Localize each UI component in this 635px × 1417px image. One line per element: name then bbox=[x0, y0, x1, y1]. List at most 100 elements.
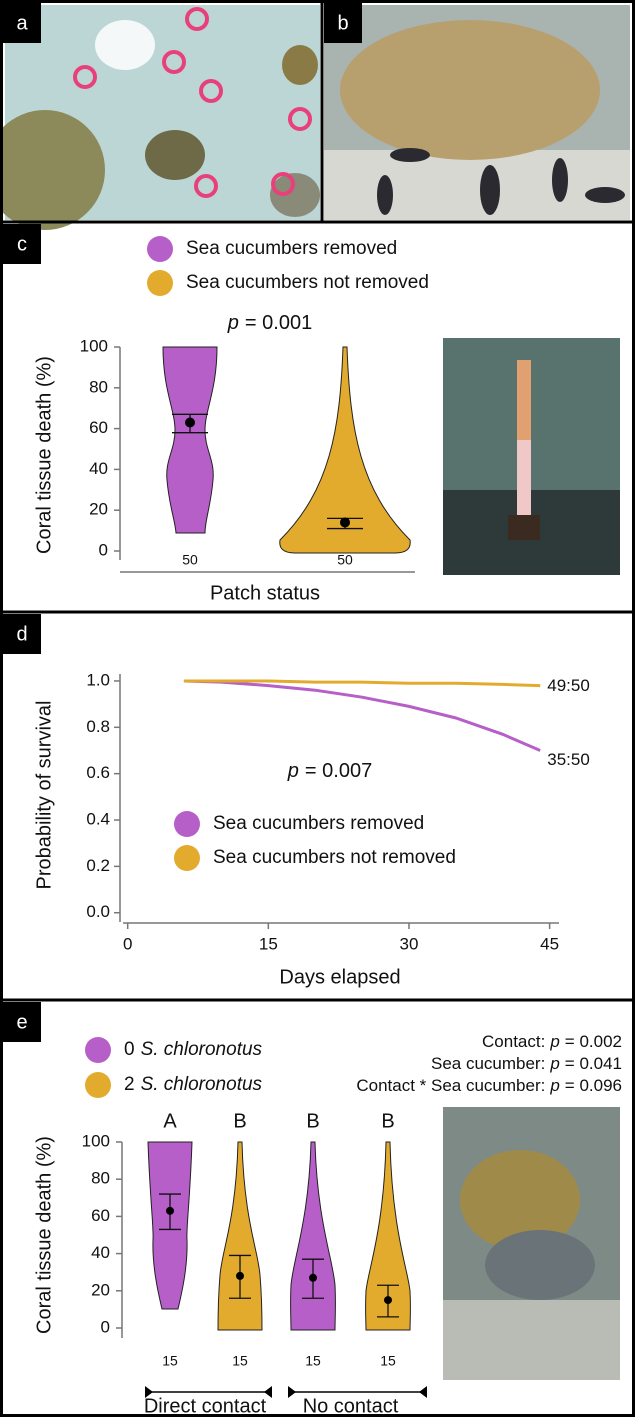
group-letter: B bbox=[233, 1110, 246, 1132]
p-symbol: p bbox=[227, 312, 239, 334]
legend-swatch bbox=[147, 270, 173, 296]
survival-line bbox=[183, 679, 541, 752]
legend-name-italic: S. chloronotus bbox=[141, 1074, 263, 1095]
p-symbol: p bbox=[287, 760, 299, 782]
legend-label: 2 S. chloronotus bbox=[124, 1074, 263, 1095]
photo-b bbox=[324, 5, 630, 220]
stat-p: p bbox=[549, 1032, 559, 1051]
x-axis-label: Patch status bbox=[210, 582, 320, 604]
stat-line: Contact: p = 0.002 bbox=[482, 1032, 622, 1051]
panel-label: b bbox=[337, 12, 348, 34]
legend-label: Sea cucumbers removed bbox=[213, 813, 424, 834]
stat-line: Contact * Sea cucumber: p = 0.096 bbox=[356, 1076, 622, 1095]
y-tick-label: 20 bbox=[89, 500, 108, 519]
group-letter: B bbox=[381, 1110, 394, 1132]
y-tick-label: 40 bbox=[89, 459, 108, 478]
y-tick-label: 100 bbox=[82, 1131, 110, 1150]
y-tick-label: 60 bbox=[89, 418, 108, 437]
y-axis-label: Coral tissue death (%) bbox=[33, 1136, 55, 1334]
stat-value: = 0.096 bbox=[565, 1076, 622, 1095]
panel-label: c bbox=[17, 233, 27, 255]
y-tick-label: 20 bbox=[91, 1280, 110, 1299]
legend-name: 0 bbox=[124, 1039, 135, 1060]
panel-label: e bbox=[16, 1011, 27, 1033]
y-tick-label: 0.0 bbox=[86, 902, 110, 921]
n-label: 50 bbox=[182, 552, 198, 568]
mean-dot bbox=[166, 1206, 174, 1215]
stat-p: p bbox=[549, 1054, 559, 1073]
x-axis-label: Days elapsed bbox=[279, 966, 400, 988]
y-tick-label: 1.0 bbox=[86, 670, 110, 689]
y-tick-label: 0.8 bbox=[86, 717, 110, 736]
n-label: 15 bbox=[232, 1353, 248, 1369]
panel-label: d bbox=[16, 623, 27, 645]
photo-c bbox=[443, 338, 620, 575]
group-letter: B bbox=[306, 1110, 319, 1132]
legend-swatch bbox=[85, 1072, 111, 1098]
stat-value: = 0.041 bbox=[565, 1054, 622, 1073]
y-tick-label: 100 bbox=[80, 336, 108, 355]
n-label: 15 bbox=[380, 1353, 396, 1369]
legend-name: Sea cucumbers removed bbox=[186, 238, 397, 259]
y-tick-label: 40 bbox=[91, 1243, 110, 1262]
stat-label: Contact * Sea cucumber: bbox=[356, 1076, 545, 1095]
photo-a bbox=[0, 5, 320, 230]
n-label: 15 bbox=[162, 1353, 178, 1369]
mean-dot bbox=[236, 1271, 244, 1280]
survival-line bbox=[183, 679, 541, 688]
mean-dot bbox=[384, 1296, 392, 1305]
end-label: 35:50 bbox=[547, 750, 590, 769]
category-label: No contact bbox=[303, 1395, 399, 1417]
legend-name-italic: S. chloronotus bbox=[141, 1039, 263, 1060]
panel-label-boxes bbox=[3, 3, 362, 1042]
photo-e bbox=[443, 1107, 620, 1380]
violins bbox=[147, 346, 411, 1331]
legend-label: 0 S. chloronotus bbox=[124, 1039, 263, 1060]
p-text: = 0.001 bbox=[245, 312, 312, 334]
legend-label: Sea cucumbers not removed bbox=[213, 847, 456, 868]
legend-swatch bbox=[85, 1037, 111, 1063]
panel-label: a bbox=[16, 12, 28, 34]
p-value: p = 0.001 bbox=[227, 312, 312, 334]
n-label: 15 bbox=[305, 1353, 321, 1369]
bracket-ends bbox=[145, 1386, 427, 1398]
stat-p: p bbox=[549, 1076, 559, 1095]
y-tick-label: 0 bbox=[101, 1317, 110, 1336]
p-text: = 0.007 bbox=[305, 760, 372, 782]
y-axis-label: Coral tissue death (%) bbox=[33, 356, 55, 554]
end-label: 49:50 bbox=[547, 676, 590, 695]
stat-label: Contact: bbox=[482, 1032, 545, 1051]
p-value: p = 0.007 bbox=[287, 760, 372, 782]
x-tick-label: 0 bbox=[123, 934, 132, 953]
legend-swatch bbox=[147, 236, 173, 262]
stat-label: Sea cucumber: bbox=[431, 1054, 545, 1073]
x-tick-label: 30 bbox=[400, 934, 419, 953]
legend-swatch bbox=[174, 845, 200, 871]
legend-name: Sea cucumbers removed bbox=[213, 813, 424, 834]
n-label: 50 bbox=[337, 552, 353, 568]
y-tick-label: 80 bbox=[89, 377, 108, 396]
y-tick-label: 0.2 bbox=[86, 856, 110, 875]
x-tick-label: 15 bbox=[259, 934, 278, 953]
legend-name: Sea cucumbers not removed bbox=[186, 272, 429, 293]
y-tick-label: 0.6 bbox=[86, 763, 110, 782]
x-tick-label: 45 bbox=[540, 934, 559, 953]
mean-dot bbox=[185, 417, 195, 428]
mean-dot bbox=[340, 517, 350, 528]
legend-name: Sea cucumbers not removed bbox=[213, 847, 456, 868]
legend-swatch bbox=[174, 811, 200, 837]
stat-line: Sea cucumber: p = 0.041 bbox=[431, 1054, 622, 1073]
mean-dot bbox=[309, 1273, 317, 1282]
category-label: Direct contact bbox=[144, 1395, 267, 1417]
legend-label: Sea cucumbers not removed bbox=[186, 272, 429, 293]
y-axis-label: Probability of survival bbox=[33, 701, 55, 890]
legend-name: 2 bbox=[124, 1074, 135, 1095]
legend-label: Sea cucumbers removed bbox=[186, 238, 397, 259]
stat-value: = 0.002 bbox=[565, 1032, 622, 1051]
y-tick-label: 0.4 bbox=[86, 810, 110, 829]
y-tick-label: 0 bbox=[99, 540, 108, 559]
y-tick-label: 80 bbox=[91, 1169, 110, 1188]
group-letter: A bbox=[163, 1110, 177, 1132]
